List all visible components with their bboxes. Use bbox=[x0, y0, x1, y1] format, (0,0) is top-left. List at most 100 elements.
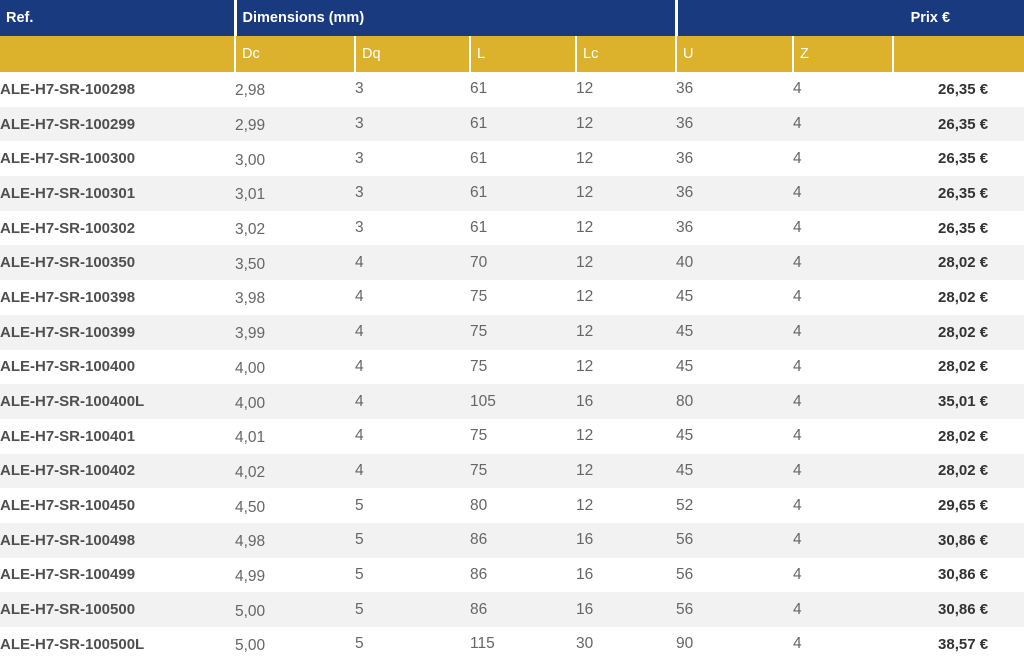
z-cell: 4 bbox=[793, 184, 802, 202]
header-ref: Ref. bbox=[6, 10, 34, 26]
u-cell: 45 bbox=[676, 427, 694, 445]
table-row: ALE-H7-SR-100402 4,02 4 75 12 45 4 28,02 € bbox=[0, 453, 1024, 489]
l-cell: 75 bbox=[470, 461, 488, 479]
l-cell: 80 bbox=[470, 496, 488, 514]
table-row: ALE-H7-SR-100398 3,98 4 75 12 45 4 28,02 € bbox=[0, 280, 1024, 315]
z-cell: 4 bbox=[793, 392, 802, 410]
ref-cell: ALE-H7-SR-100299 bbox=[0, 115, 136, 133]
price-cell: 28,02 € bbox=[938, 254, 989, 272]
dc-cell: 2,98 bbox=[235, 82, 266, 100]
u-cell: 36 bbox=[676, 184, 694, 202]
dq-cell: 4 bbox=[355, 323, 364, 341]
dq-cell: 5 bbox=[355, 496, 364, 514]
header-row-sub: Dc Dq L Lc U Z bbox=[0, 36, 1024, 72]
table-row: ALE-H7-SR-100500L 5,00 5 115 30 90 4 38,57 € bbox=[0, 627, 1024, 662]
z-cell: 4 bbox=[793, 427, 802, 445]
dq-cell: 3 bbox=[355, 115, 364, 133]
ref-cell: ALE-H7-SR-100400 bbox=[0, 358, 136, 376]
price-cell: 28,02 € bbox=[938, 323, 989, 341]
l-cell: 115 bbox=[470, 635, 495, 653]
header-z: Z bbox=[792, 36, 894, 72]
l-cell: 61 bbox=[470, 80, 488, 98]
price-cell: 30,86 € bbox=[938, 531, 989, 549]
dc-cell: 4,99 bbox=[235, 567, 266, 585]
l-cell: 105 bbox=[470, 392, 496, 410]
lc-cell: 30 bbox=[576, 635, 594, 653]
header-dc: Dc bbox=[234, 36, 355, 72]
z-cell: 4 bbox=[793, 635, 802, 653]
l-cell: 86 bbox=[470, 531, 488, 549]
price-cell: 38,57 € bbox=[938, 635, 989, 653]
dc-cell: 3,00 bbox=[235, 151, 266, 169]
l-cell: 75 bbox=[470, 323, 488, 341]
ref-cell: ALE-H7-SR-100300 bbox=[0, 150, 136, 168]
u-cell: 56 bbox=[676, 531, 694, 549]
dc-cell: 5,00 bbox=[235, 602, 266, 620]
price-cell: 35,01 € bbox=[938, 393, 989, 411]
table-row: ALE-H7-SR-100298 2,98 3 61 12 36 4 26,35 € bbox=[0, 72, 1024, 107]
table-row: ALE-H7-SR-100399 3,99 4 75 12 45 4 28,02 € bbox=[0, 314, 1024, 350]
header-prix: Prix € bbox=[674, 0, 1024, 36]
lc-cell: 12 bbox=[576, 496, 594, 514]
dq-cell: 3 bbox=[355, 184, 364, 202]
ref-cell: ALE-H7-SR-100499 bbox=[0, 566, 136, 584]
dq-cell: 5 bbox=[355, 531, 364, 549]
table-row: ALE-H7-SR-100498 4,98 5 86 16 56 4 30,86 € bbox=[0, 522, 1024, 558]
lc-cell: 12 bbox=[576, 115, 594, 133]
dq-cell: 4 bbox=[355, 392, 364, 410]
price-cell: 26,35 € bbox=[938, 115, 989, 133]
dq-cell: 3 bbox=[355, 149, 364, 167]
dc-cell: 3,01 bbox=[235, 186, 266, 204]
dq-cell: 5 bbox=[355, 565, 364, 583]
price-cell: 28,02 € bbox=[938, 427, 989, 445]
l-cell: 70 bbox=[470, 253, 488, 271]
ref-cell: ALE-H7-SR-100498 bbox=[0, 531, 136, 549]
u-cell: 36 bbox=[676, 219, 694, 237]
dq-cell: 3 bbox=[355, 219, 364, 237]
header-dq: Dq bbox=[354, 36, 470, 72]
z-cell: 4 bbox=[793, 461, 802, 479]
ref-cell: ALE-H7-SR-100399 bbox=[0, 323, 136, 341]
ref-cell: ALE-H7-SR-100350 bbox=[0, 254, 136, 272]
z-cell: 4 bbox=[793, 531, 802, 549]
ref-cell: ALE-H7-SR-100398 bbox=[0, 288, 136, 306]
dc-cell: 4,00 bbox=[235, 394, 266, 412]
header-price-blank bbox=[892, 36, 1024, 72]
ref-cell: ALE-H7-SR-100301 bbox=[0, 184, 136, 202]
header-dimensions: Dimensions (mm) bbox=[233, 0, 677, 36]
dc-cell: 3,99 bbox=[235, 325, 266, 343]
dc-cell: 4,50 bbox=[235, 498, 266, 516]
l-cell: 86 bbox=[470, 600, 488, 618]
z-cell: 4 bbox=[793, 600, 802, 618]
dc-cell: 3,50 bbox=[235, 255, 266, 273]
ref-cell: ALE-H7-SR-100400L bbox=[0, 393, 145, 411]
dq-cell: 4 bbox=[355, 357, 364, 375]
lc-cell: 12 bbox=[576, 288, 594, 306]
dq-cell: 4 bbox=[355, 288, 364, 306]
l-cell: 86 bbox=[470, 565, 488, 583]
price-cell: 26,35 € bbox=[938, 150, 989, 168]
lc-cell: 12 bbox=[576, 80, 594, 98]
l-cell: 61 bbox=[470, 219, 488, 237]
table-body: ALE-H7-SR-100298 2,98 3 61 12 36 4 26,35 € ALE-H… bbox=[0, 72, 1024, 662]
table-row: ALE-H7-SR-100450 4,50 5 80 12 52 4 29,65 € bbox=[0, 488, 1024, 523]
z-cell: 4 bbox=[793, 80, 802, 98]
table-row: ALE-H7-SR-100500 5,00 5 86 16 56 4 30,86 € bbox=[0, 592, 1024, 627]
lc-cell: 12 bbox=[576, 427, 594, 445]
price-cell: 28,02 € bbox=[938, 462, 989, 480]
ref-cell: ALE-H7-SR-100298 bbox=[0, 80, 136, 98]
header-l: L bbox=[469, 36, 576, 72]
lc-cell: 12 bbox=[576, 323, 594, 341]
dc-cell: 4,02 bbox=[235, 463, 266, 481]
lc-cell: 12 bbox=[576, 461, 594, 479]
lc-cell: 16 bbox=[576, 392, 594, 410]
price-cell: 29,65 € bbox=[938, 497, 989, 515]
u-cell: 52 bbox=[676, 496, 694, 514]
dq-cell: 4 bbox=[355, 427, 364, 445]
z-cell: 4 bbox=[793, 323, 802, 341]
dq-cell: 5 bbox=[355, 600, 364, 618]
lc-cell: 12 bbox=[576, 184, 594, 202]
ref-cell: ALE-H7-SR-100450 bbox=[0, 497, 136, 515]
price-cell: 30,86 € bbox=[938, 601, 989, 619]
z-cell: 4 bbox=[793, 253, 802, 271]
